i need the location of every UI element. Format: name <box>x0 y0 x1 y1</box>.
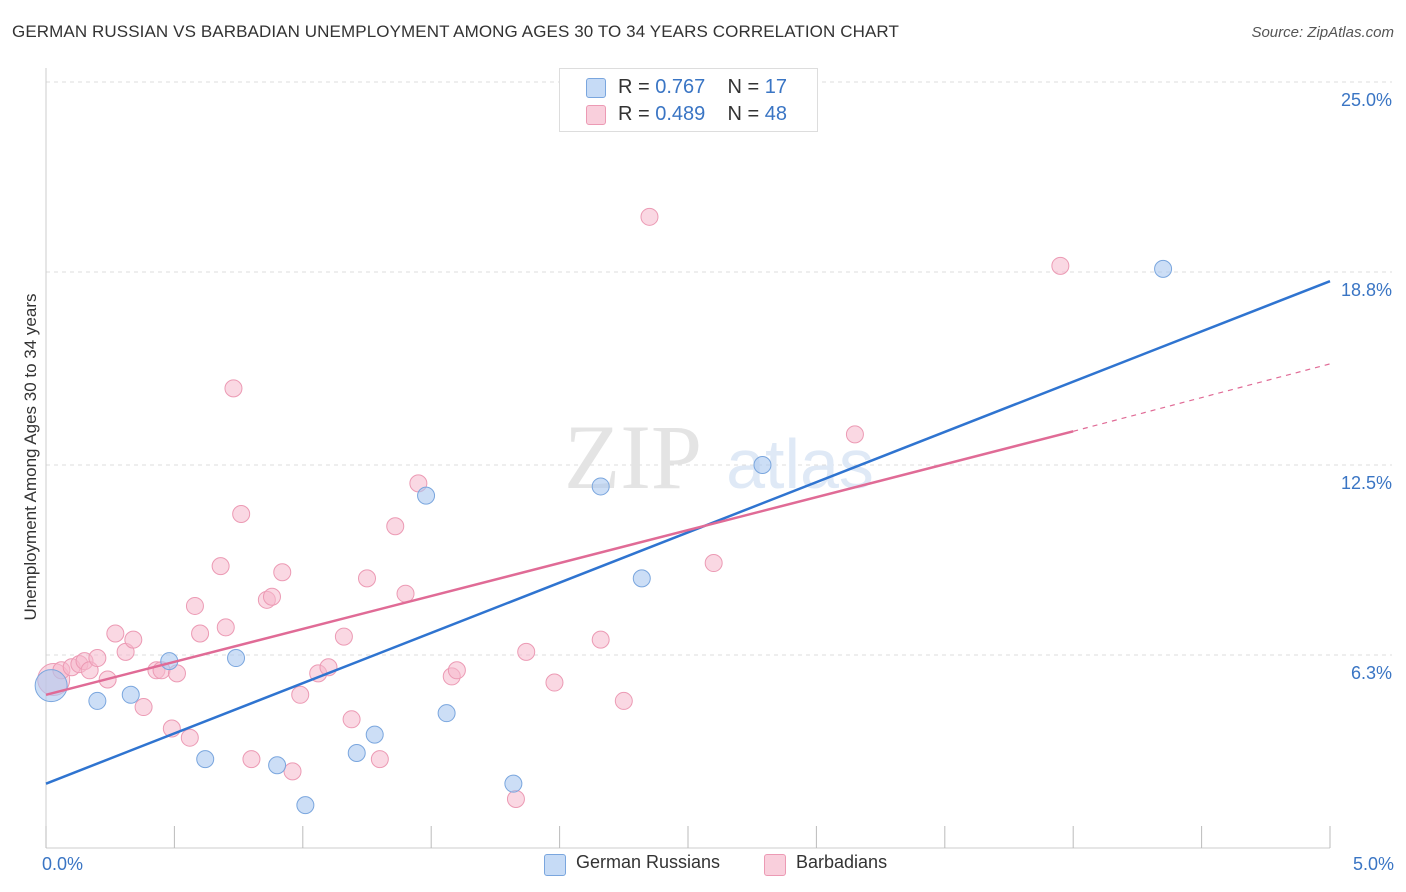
barbadians-point <box>506 789 525 808</box>
german-russians-point <box>196 750 215 769</box>
y-tick-label: 25.0% <box>1341 90 1392 110</box>
pink-swatch <box>586 105 606 125</box>
stats-legend: R = 0.767 N = 17 R = 0.489 N = 48 <box>559 68 818 132</box>
y-axis-label: Unemployment Among Ages 30 to 34 years <box>21 293 40 621</box>
barbadians-point <box>447 661 466 680</box>
barbadians-point <box>396 584 415 603</box>
barbadians-point <box>591 630 610 649</box>
barbadians-point <box>370 750 389 769</box>
barbadians-point <box>134 698 153 717</box>
german-russians-point <box>504 774 523 793</box>
legend-label-barbadians: Barbadians <box>796 852 888 872</box>
german-russians-point <box>227 649 246 668</box>
german-russians-point <box>591 477 610 496</box>
barbadians-point <box>283 762 302 781</box>
german-russians-points <box>34 259 1173 815</box>
barbadians-point <box>211 557 230 576</box>
y-tick-label: 6.3% <box>1351 663 1392 683</box>
chart-title: GERMAN RUSSIAN VS BARBADIAN UNEMPLOYMENT… <box>12 22 899 41</box>
blue-swatch <box>544 854 566 876</box>
barbadians-points <box>37 207 1070 808</box>
barbadians-point <box>88 649 107 668</box>
german-russians-point <box>296 796 315 815</box>
stats-text-german-russians: R = 0.767 N = 17 <box>618 76 788 98</box>
german-russians-point <box>88 691 107 710</box>
barbadians-point <box>262 587 281 606</box>
german-russians-point <box>632 569 651 588</box>
german-russians-point <box>437 704 456 723</box>
x-tick-label: 5.0% <box>1353 854 1394 874</box>
y-tick-label: 18.8% <box>1341 280 1392 300</box>
german-russians-trendline <box>45 279 1331 785</box>
y-tick-label: 12.5% <box>1341 473 1392 493</box>
german-russians-point <box>753 456 772 474</box>
pink-swatch <box>764 854 786 876</box>
german-russians-point <box>1154 259 1173 278</box>
blue-swatch <box>586 78 606 98</box>
german-russians-point <box>34 669 68 703</box>
barbadians-point <box>180 728 199 747</box>
barbadians-point <box>124 630 143 649</box>
barbadians-point <box>273 563 292 582</box>
german-russians-point <box>365 725 384 744</box>
barbadians-point <box>704 554 723 573</box>
german-russians-point <box>417 486 436 505</box>
barbadians-point <box>191 624 210 643</box>
barbadians-point <box>845 425 864 444</box>
barbadians-point <box>334 627 353 646</box>
trend-layer <box>45 279 1331 785</box>
barbadians-point <box>640 207 659 226</box>
barbadians-point <box>232 505 251 524</box>
barbadians-point <box>224 379 243 398</box>
source-label: Source: ZipAtlas.com <box>1251 24 1394 41</box>
barbadians-point <box>185 596 204 615</box>
x-tick-label: 0.0% <box>42 854 83 874</box>
barbadians-point <box>517 642 536 661</box>
watermark-zip: ZIP <box>564 406 702 508</box>
barbadians-point <box>1051 256 1070 275</box>
german-russians-point <box>121 685 140 704</box>
barbadians-point <box>106 624 125 643</box>
barbadians-point <box>545 673 564 692</box>
barbadians-point <box>342 710 361 729</box>
barbadians-point <box>386 517 405 536</box>
barbadians-trendline-extension <box>1073 363 1331 432</box>
barbadians-trendline <box>45 430 1074 697</box>
barbadians-point <box>614 691 633 710</box>
german-russians-point <box>347 744 366 763</box>
barbadians-point <box>216 618 235 637</box>
watermark-layer: ZIP atlas <box>564 406 874 508</box>
tick-labels: 6.3% 12.5% 18.8% 25.0% 0.0% 5.0% <box>42 90 1394 874</box>
legend-label-german-russians: German Russians <box>576 852 721 872</box>
axis-layer <box>45 68 1331 849</box>
stats-text-barbadians: R = 0.489 N = 48 <box>618 103 788 125</box>
barbadians-point <box>242 750 261 769</box>
german-russians-point <box>268 756 287 775</box>
barbadians-point <box>358 569 376 588</box>
barbadians-point <box>291 685 310 704</box>
